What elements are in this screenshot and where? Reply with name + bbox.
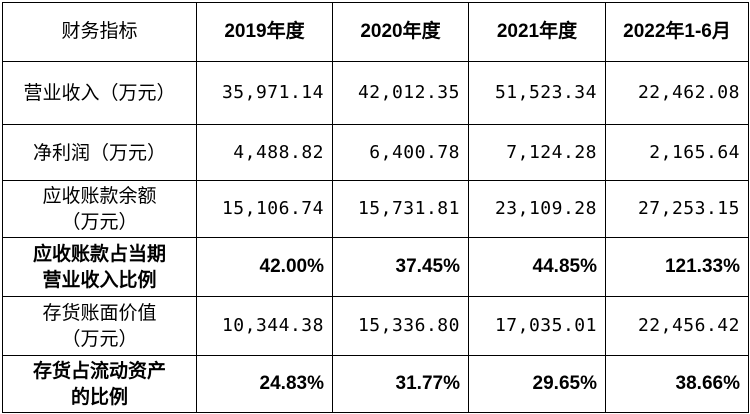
cell-value: 121.33% — [605, 237, 749, 297]
cell-value: 31.77% — [332, 355, 469, 413]
header-indicator: 财务指标 — [2, 2, 197, 62]
row-label: 应收账款占当期 营业收入比例 — [2, 237, 197, 297]
cell-value: 22,462.08 — [605, 61, 749, 125]
cell-value: 17,035.01 — [468, 296, 606, 356]
cell-value: 7,124.28 — [468, 124, 606, 181]
cell-value: 42,012.35 — [332, 61, 469, 125]
header-2021: 2021年度 — [468, 2, 606, 62]
header-row: 财务指标 2019年度 2020年度 2021年度 2022年1-6月 — [2, 2, 749, 62]
row-net-profit: 净利润（万元） 4,488.82 6,400.78 7,124.28 2,165… — [2, 124, 749, 181]
cell-value: 23,109.28 — [468, 180, 606, 238]
cell-value: 15,731.81 — [332, 180, 469, 238]
header-2022h1: 2022年1-6月 — [605, 2, 749, 62]
row-label: 应收账款余额 （万元） — [2, 180, 197, 238]
cell-value: 2,165.64 — [605, 124, 749, 181]
cell-value: 35,971.14 — [196, 61, 333, 125]
header-2020: 2020年度 — [332, 2, 469, 62]
row-receivables-ratio: 应收账款占当期 营业收入比例 42.00% 37.45% 44.85% 121.… — [2, 237, 749, 297]
row-inventory: 存货账面价值 （万元） 10,344.38 15,336.80 17,035.0… — [2, 296, 749, 356]
cell-value: 10,344.38 — [196, 296, 333, 356]
row-label: 存货账面价值 （万元） — [2, 296, 197, 356]
cell-value: 51,523.34 — [468, 61, 606, 125]
row-revenue: 营业收入（万元） 35,971.14 42,012.35 51,523.34 2… — [2, 61, 749, 125]
cell-value: 15,106.74 — [196, 180, 333, 238]
cell-value: 38.66% — [605, 355, 749, 413]
row-receivables: 应收账款余额 （万元） 15,106.74 15,731.81 23,109.2… — [2, 180, 749, 238]
row-inventory-ratio: 存货占流动资产 的比例 24.83% 31.77% 29.65% 38.66% — [2, 355, 749, 413]
header-2019: 2019年度 — [196, 2, 333, 62]
cell-value: 15,336.80 — [332, 296, 469, 356]
row-label: 存货占流动资产 的比例 — [2, 355, 197, 413]
cell-value: 24.83% — [196, 355, 333, 413]
cell-value: 22,456.42 — [605, 296, 749, 356]
cell-value: 27,253.15 — [605, 180, 749, 238]
cell-value: 37.45% — [332, 237, 469, 297]
cell-value: 29.65% — [468, 355, 606, 413]
row-label: 净利润（万元） — [2, 124, 197, 181]
cell-value: 4,488.82 — [196, 124, 333, 181]
row-label: 营业收入（万元） — [2, 61, 197, 125]
cell-value: 6,400.78 — [332, 124, 469, 181]
cell-value: 42.00% — [196, 237, 333, 297]
cell-value: 44.85% — [468, 237, 606, 297]
